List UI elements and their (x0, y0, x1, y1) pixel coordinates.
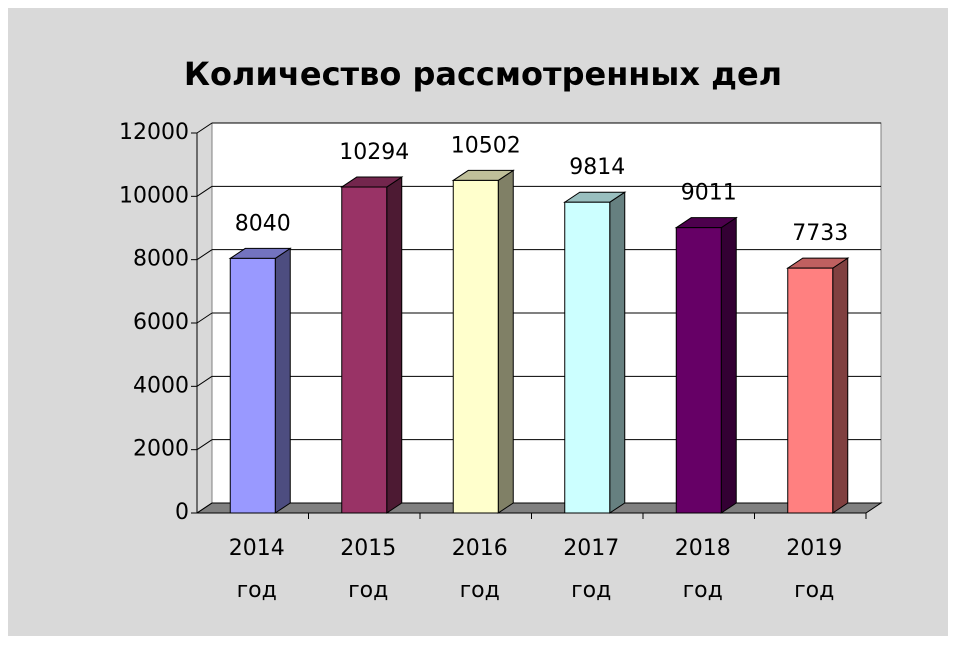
bar (452, 179, 499, 514)
grid-line (196, 439, 213, 451)
bar-side (720, 216, 737, 514)
x-tick-label: 2014 год (228, 536, 285, 603)
plot-floor (195, 502, 883, 514)
y-tick-label: 10000 (119, 183, 189, 208)
bar (787, 267, 834, 514)
grid-line (196, 375, 213, 387)
x-tick-label: 2018 год (674, 536, 731, 603)
x-tick-label: 2016 год (451, 536, 508, 603)
chart-title: Количество рассмотренных дел (184, 55, 782, 93)
y-tick-label: 2000 (133, 437, 189, 462)
y-tick-label: 12000 (119, 120, 189, 145)
x-tick-label: 2017 год (563, 536, 620, 603)
data-label: 7733 (792, 221, 848, 246)
y-tick-label: 4000 (133, 373, 189, 398)
bar-side (386, 176, 403, 514)
bar (564, 201, 611, 514)
data-label: 9814 (569, 155, 625, 180)
grid-line (196, 312, 213, 324)
data-label: 8040 (235, 211, 291, 236)
grid-line (196, 249, 213, 261)
bar-side (832, 257, 849, 514)
y-tick-label: 6000 (133, 310, 189, 335)
x-tick-label: 2015 год (340, 536, 397, 603)
y-tick-label: 0 (175, 500, 189, 525)
grid-line (196, 185, 213, 197)
bar-side (609, 191, 626, 514)
x-tick-label: 2019 год (786, 536, 843, 603)
data-label: 10502 (451, 133, 521, 158)
bar-side (497, 169, 514, 514)
bar (341, 186, 388, 514)
y-tick-label: 8000 (133, 247, 189, 272)
bar-side (274, 247, 291, 514)
bar (229, 257, 276, 514)
data-label: 9011 (681, 181, 737, 206)
data-label: 10294 (339, 140, 409, 165)
grid-line (196, 502, 213, 514)
bar (675, 227, 722, 514)
grid-line (196, 122, 213, 134)
